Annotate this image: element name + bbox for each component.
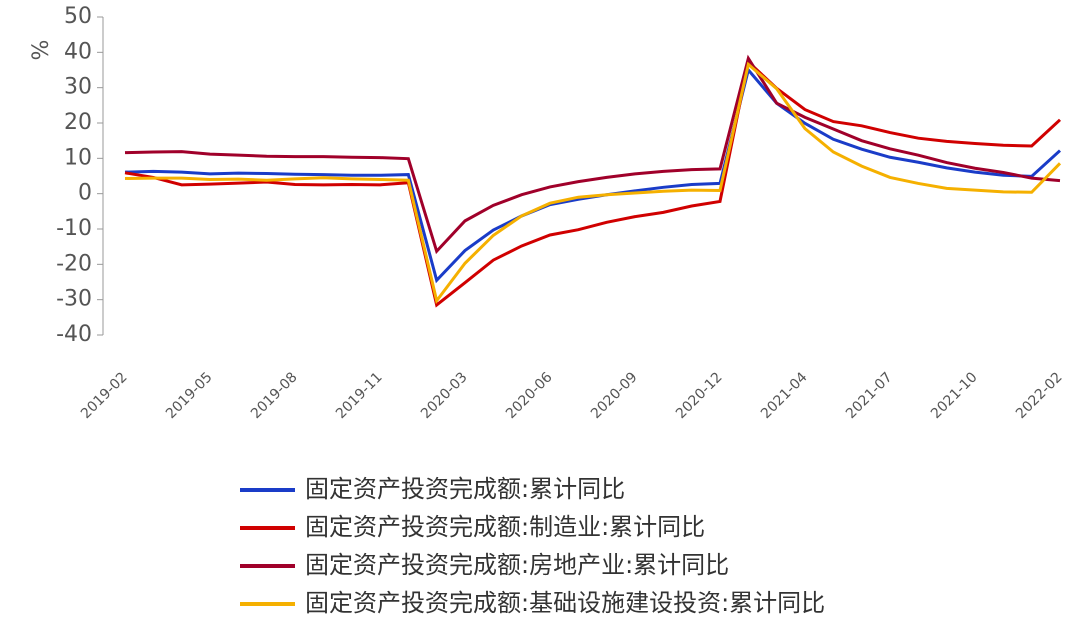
legend-label: 固定资产投资完成额:累计同比 xyxy=(305,475,625,503)
x-tick-label: 2020-03 xyxy=(418,369,471,422)
x-tick-label: 2019-11 xyxy=(333,369,386,422)
legend-label: 固定资产投资完成额:制造业:累计同比 xyxy=(305,513,705,541)
x-tick-label: 2021-10 xyxy=(928,369,981,422)
series-line xyxy=(124,66,1062,284)
series-line xyxy=(124,58,1062,308)
x-tick-label: 2019-02 xyxy=(78,369,131,422)
y-tick-label: 50 xyxy=(64,4,92,29)
x-tick-label: 2019-08 xyxy=(248,369,301,422)
series-line xyxy=(124,54,1061,255)
y-tick-label: -10 xyxy=(56,216,92,241)
x-tick-label: 2019-05 xyxy=(163,369,216,422)
legend-label: 固定资产投资完成额:房地产业:累计同比 xyxy=(305,551,729,579)
x-tick-label: 2021-07 xyxy=(843,369,896,422)
y-tick-label: 20 xyxy=(64,110,92,135)
y-tick-label: 40 xyxy=(64,39,92,64)
y-tick-label: -20 xyxy=(56,251,92,276)
y-tick-label: 30 xyxy=(64,75,92,100)
x-tick-label: 2020-09 xyxy=(588,369,641,422)
x-tick-label: 2022-02 xyxy=(1013,369,1066,422)
legend-label: 固定资产投资完成额:基础设施建设投资:累计同比 xyxy=(305,589,825,617)
x-tick-label: 2021-04 xyxy=(758,369,811,422)
series-line xyxy=(124,61,1062,305)
y-tick-label: -30 xyxy=(56,287,92,312)
y-tick-label: 0 xyxy=(78,181,92,206)
y-tick-label: 10 xyxy=(64,145,92,170)
x-tick-label: 2020-12 xyxy=(673,369,726,422)
y-tick-label: -40 xyxy=(56,322,92,347)
x-tick-label: 2020-06 xyxy=(503,369,556,422)
y-axis-label: % xyxy=(29,40,54,61)
